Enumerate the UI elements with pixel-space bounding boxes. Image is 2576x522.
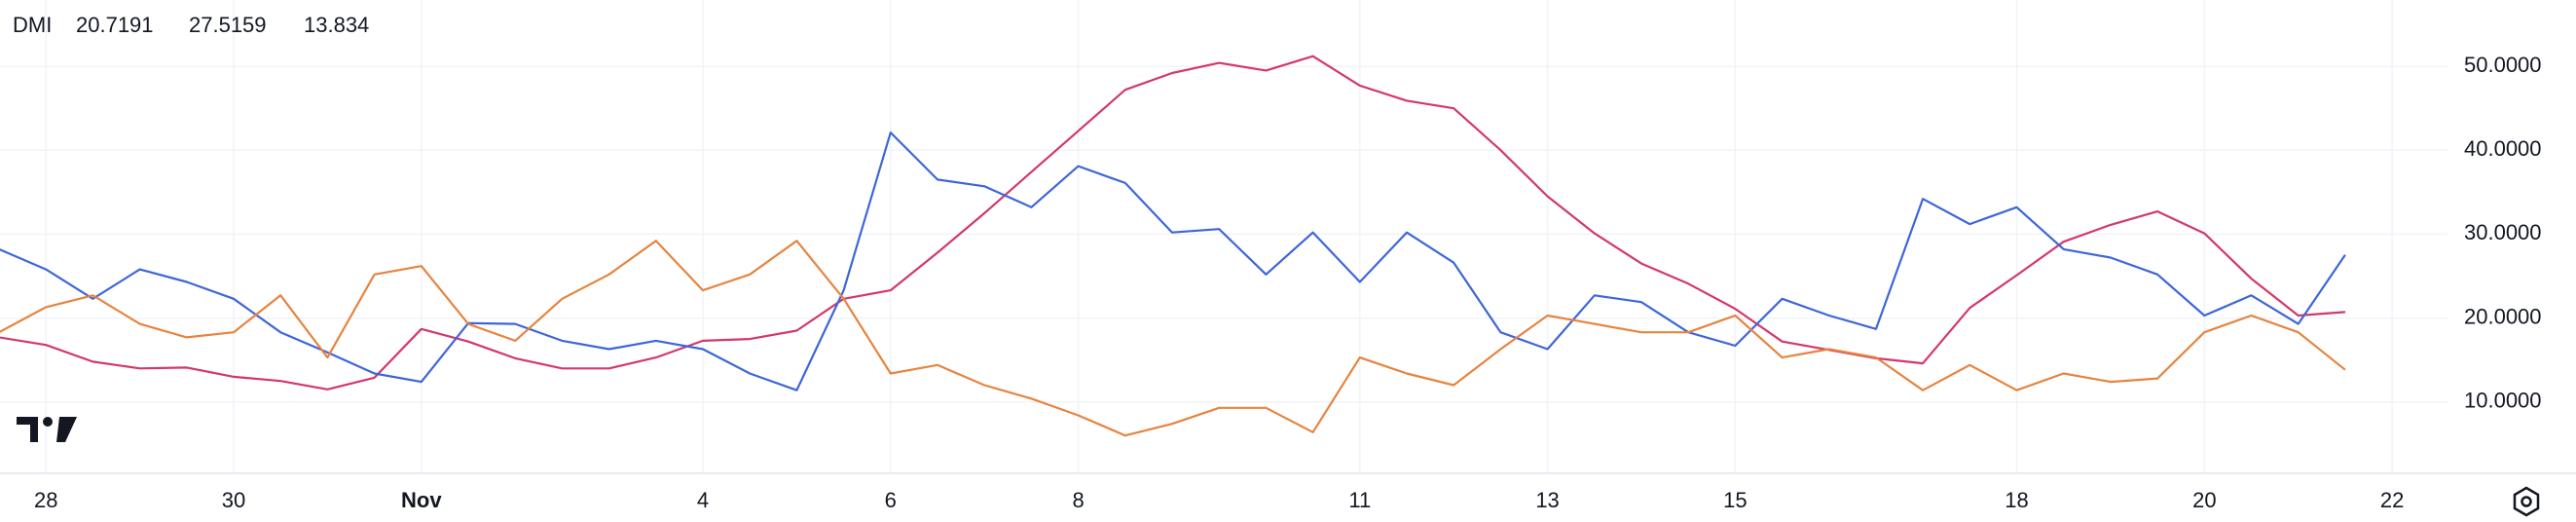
grid [0, 0, 2447, 473]
x-tick-label: 28 [34, 488, 57, 512]
x-tick-label: 15 [1723, 488, 1747, 512]
y-tick-label: 10.0000 [2464, 389, 2542, 413]
x-tick-label: 11 [1348, 488, 1371, 512]
x-tick-label: 20 [2192, 488, 2216, 512]
x-tick-label: 22 [2380, 488, 2404, 512]
settings-button[interactable] [2513, 486, 2540, 517]
tradingview-logo [17, 417, 77, 442]
legend-value: 20.7191 [76, 13, 154, 37]
plot-area [0, 55, 2346, 437]
dmi-line [0, 131, 2346, 392]
indicator-title: DMI [13, 13, 52, 37]
y-tick-label: 50.0000 [2464, 53, 2542, 77]
legend-value: 27.5159 [189, 13, 267, 37]
x-tick-label: 30 [222, 488, 245, 512]
x-tick-label: 4 [697, 488, 709, 512]
dmi-line [0, 240, 2346, 437]
x-tick-label: 8 [1072, 488, 1084, 512]
y-tick-label: 20.0000 [2464, 304, 2542, 328]
legend-value: 13.834 [304, 13, 369, 37]
y-tick-label: 30.0000 [2464, 220, 2542, 244]
axis-labels: 10.0000 20.0000 30.0000 40.0000 50.0000 28 30 N… [34, 53, 2542, 512]
x-tick-label: 18 [2005, 488, 2028, 512]
x-tick-label: Nov [401, 488, 442, 512]
x-tick-label: 13 [1535, 488, 1559, 512]
y-tick-label: 40.0000 [2464, 136, 2542, 161]
x-tick-label: 6 [885, 488, 897, 512]
dmi-line [0, 55, 2345, 391]
